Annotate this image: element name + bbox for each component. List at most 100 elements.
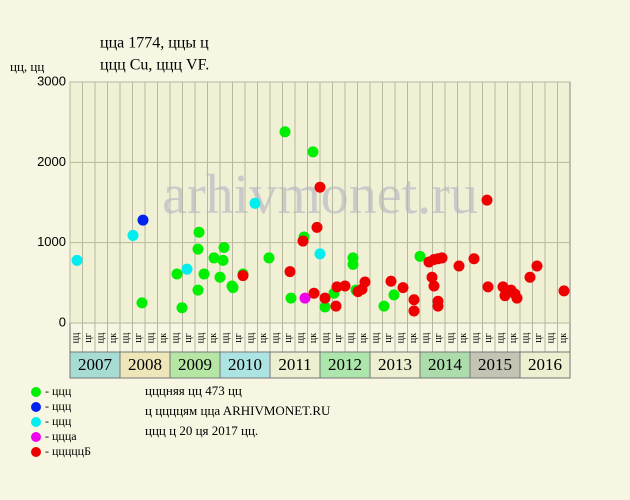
quarter-label: цг xyxy=(233,333,244,342)
point xyxy=(136,297,148,309)
point xyxy=(137,214,149,226)
year-label: 2011 xyxy=(278,355,311,374)
quarter-label: цг xyxy=(283,333,294,342)
quarter-label: цк xyxy=(458,333,469,343)
quarter-label: цц xyxy=(121,332,132,343)
point xyxy=(285,292,297,304)
chart-title: ццa 1774, ццы ц xyxy=(100,35,209,52)
point xyxy=(426,271,438,283)
quarter-label: цц xyxy=(346,332,357,343)
quarter-label: цг xyxy=(533,333,544,342)
quarter-label: цц xyxy=(396,332,407,343)
point xyxy=(331,281,343,293)
quarter-label: цц xyxy=(71,332,82,343)
point xyxy=(408,294,420,306)
quarter-label: цц xyxy=(196,332,207,343)
point xyxy=(453,260,465,272)
point xyxy=(279,126,291,138)
point xyxy=(436,252,448,264)
point xyxy=(524,271,536,283)
y-tick-label: 2000 xyxy=(37,154,66,169)
point xyxy=(249,197,261,209)
year-label: 2014 xyxy=(428,355,463,374)
quarter-label: цц xyxy=(321,332,332,343)
point xyxy=(314,248,326,260)
quarter-label: цк xyxy=(308,333,319,343)
point xyxy=(378,300,390,312)
y-tick-label: 1000 xyxy=(37,234,66,249)
quarter-label: цц xyxy=(521,332,532,343)
year-label: 2010 xyxy=(228,355,262,374)
point xyxy=(198,268,210,280)
point xyxy=(181,263,193,275)
point xyxy=(468,253,480,265)
point xyxy=(263,252,275,264)
point xyxy=(432,300,444,312)
quarter-label: цк xyxy=(258,333,269,343)
point xyxy=(217,254,229,266)
point xyxy=(330,300,342,312)
year-cell xyxy=(519,351,571,379)
quarter-label: цк xyxy=(508,333,519,343)
quarter-label: цц xyxy=(271,332,282,343)
point xyxy=(482,281,494,293)
legend-marker xyxy=(31,417,41,427)
quarter-label: цц xyxy=(221,332,232,343)
point xyxy=(297,235,309,247)
legend-marker xyxy=(31,432,41,442)
legend-label: - ццца xyxy=(45,429,77,443)
quarter-label: цк xyxy=(158,333,169,343)
legend-label: - ццц xyxy=(45,414,72,428)
point xyxy=(314,181,326,193)
legend-marker xyxy=(31,387,41,397)
point xyxy=(414,250,426,262)
point xyxy=(192,284,204,296)
point xyxy=(511,292,523,304)
year-cell xyxy=(269,351,321,379)
point xyxy=(308,287,320,299)
y-tick-label: 3000 xyxy=(37,73,66,88)
legend-label: - ццц xyxy=(45,384,72,398)
point xyxy=(311,221,323,233)
point xyxy=(408,305,420,317)
quarter-label: цц xyxy=(171,332,182,343)
year-label: 2016 xyxy=(528,355,562,374)
year-label: 2013 xyxy=(378,355,412,374)
point xyxy=(481,194,493,206)
year-label: 2008 xyxy=(128,355,162,374)
legend-marker xyxy=(31,447,41,457)
chart-subtitle: ццц Cu, ццц VF. xyxy=(100,57,209,74)
quarter-label: цц xyxy=(421,332,432,343)
quarter-label: цг xyxy=(83,333,94,342)
year-label: 2015 xyxy=(478,355,512,374)
legend-label: - цццццБ xyxy=(45,444,91,458)
quarter-label: цц xyxy=(296,332,307,343)
point xyxy=(558,285,570,297)
point xyxy=(192,243,204,255)
quarter-label: цк xyxy=(358,333,369,343)
point xyxy=(531,260,543,272)
y-tick-label: 0 xyxy=(59,314,66,329)
point xyxy=(307,146,319,158)
point xyxy=(284,266,296,278)
quarter-label: цг xyxy=(333,333,344,342)
quarter-label: цг xyxy=(133,333,144,342)
quarter-label: цц xyxy=(496,332,507,343)
year-label: 2012 xyxy=(328,355,362,374)
quarter-label: цг xyxy=(433,333,444,342)
quarter-label: цк xyxy=(558,333,569,343)
quarter-label: цк xyxy=(208,333,219,343)
point xyxy=(193,226,205,238)
point xyxy=(127,229,139,241)
point xyxy=(71,254,83,266)
quarter-label: цг xyxy=(383,333,394,342)
quarter-label: цц xyxy=(246,332,257,343)
point xyxy=(385,275,397,287)
point xyxy=(299,292,311,304)
point xyxy=(388,289,400,301)
note: цццняя цц 473 цц xyxy=(145,383,242,398)
point xyxy=(319,292,331,304)
year-cell xyxy=(419,351,471,379)
point xyxy=(397,282,409,294)
